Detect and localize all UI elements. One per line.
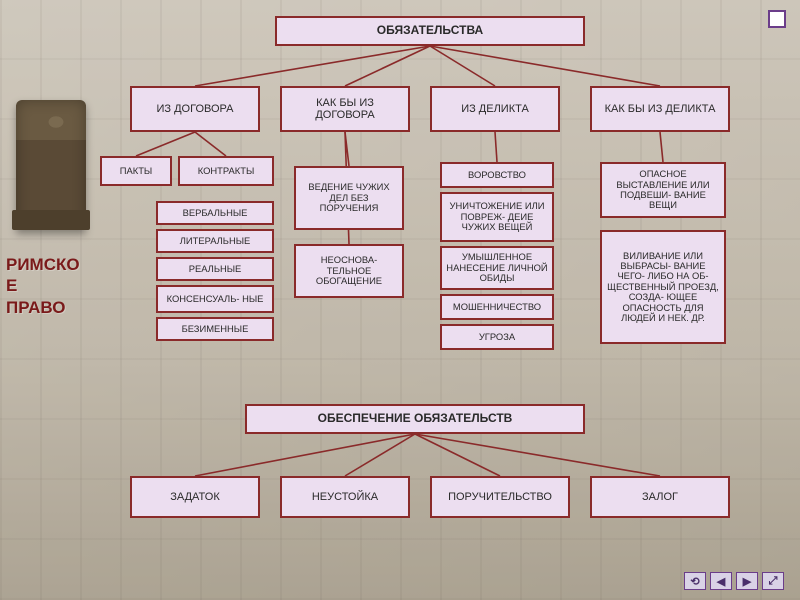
box-d2: УНИЧТОЖЕНИЕ ИЛИ ПОВРЕЖ- ДЕИЕ ЧУЖИХ ВЕЩЕЙ (440, 192, 554, 242)
box-s3: ПОРУЧИТЕЛЬСТВО (430, 476, 570, 518)
diagram-area: ОБЯЗАТЕЛЬСТВА ИЗ ДОГОВОРА КАК БЫ ИЗ ДОГОВО… (100, 16, 782, 546)
box-root: ОБЯЗАТЕЛЬСТВА (275, 16, 585, 46)
box-q1: ВЕДЕНИЕ ЧУЖИХ ДЕЛ БЕЗ ПОРУЧЕНИЯ (294, 166, 404, 230)
box-k5: БЕЗИМЕННЫЕ (156, 317, 274, 341)
box-e1: ОПАСНОЕ ВЫСТАВЛЕНИЕ ИЛИ ПОДВЕШИ- ВАНИЕ В… (600, 162, 726, 218)
nav-prev-button[interactable]: ◀ (710, 572, 732, 590)
nav-reload-button[interactable]: ⟲ (684, 572, 706, 590)
box-s4: ЗАЛОГ (590, 476, 730, 518)
box-s2: НЕУСТОЙКА (280, 476, 410, 518)
box-k1: ВЕРБАЛЬНЫЕ (156, 201, 274, 225)
box-d4: МОШЕННИЧЕСТВО (440, 294, 554, 320)
box-c4: КАК БЫ ИЗ ДЕЛИКТА (590, 86, 730, 132)
box-e2: ВИЛИВАНИЕ ИЛИ ВЫБРАСЫ- ВАНИЕ ЧЕГО- ЛИБО … (600, 230, 726, 344)
box-d1: ВОРОВСТВО (440, 162, 554, 188)
side-title-line-2: Е (6, 275, 96, 296)
side-title-line-3: ПРАВО (6, 297, 96, 318)
statue-image (16, 100, 86, 230)
box-d5: УГРОЗА (440, 324, 554, 350)
box-c1: ИЗ ДОГОВОРА (130, 86, 260, 132)
nav-expand-button[interactable]: ⤢ (762, 572, 784, 590)
nav-next-button[interactable]: ▶ (736, 572, 758, 590)
box-sec: ОБЕСПЕЧЕНИЕ ОБЯЗАТЕЛЬСТВ (245, 404, 585, 434)
box-k2: ЛИТЕРАЛЬНЫЕ (156, 229, 274, 253)
box-k3: РЕАЛЬНЫЕ (156, 257, 274, 281)
side-title-line-1: РИМСКО (6, 254, 96, 275)
box-d3: УМЫШЛЕННОЕ НАНЕСЕНИЕ ЛИЧНОЙ ОБИДЫ (440, 246, 554, 290)
box-kontr: КОНТРАКТЫ (178, 156, 274, 186)
box-c3: ИЗ ДЕЛИКТА (430, 86, 560, 132)
box-k4: КОНСЕНСУАЛЬ- НЫЕ (156, 285, 274, 313)
box-c2: КАК БЫ ИЗ ДОГОВОРА (280, 86, 410, 132)
side-title-block: РИМСКО Е ПРАВО (6, 100, 96, 318)
box-s1: ЗАДАТОК (130, 476, 260, 518)
box-pakty: ПАКТЫ (100, 156, 172, 186)
box-q2: НЕОСНОВА- ТЕЛЬНОЕ ОБОГАЩЕНИЕ (294, 244, 404, 298)
nav-controls: ⟲ ◀ ▶ ⤢ (684, 572, 784, 590)
